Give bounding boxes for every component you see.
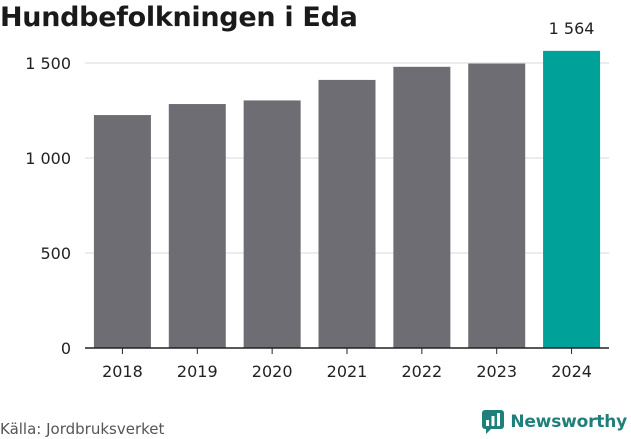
- x-axis-ticks: 2018 2019 2020 2021 2022 2023 2024: [102, 348, 592, 381]
- data-labels: 1 564: [549, 19, 595, 38]
- bar-2022: [393, 66, 451, 349]
- x-tick-label: 2021: [327, 362, 368, 381]
- x-tick-label: 2019: [177, 362, 218, 381]
- newsworthy-logo-icon: [482, 410, 505, 434]
- y-tick-label: 0: [61, 339, 71, 358]
- brand-name: Newsworthy: [510, 412, 627, 432]
- brand-logo: Newsworthy: [481, 409, 627, 435]
- bar-2021: [318, 79, 376, 348]
- y-tick-label: 1 000: [25, 149, 71, 168]
- x-tick-label: 2023: [476, 362, 517, 381]
- y-axis-ticks: 0 500 1 000 1 500: [25, 54, 71, 358]
- y-tick-label: 1 500: [25, 54, 71, 73]
- bar-2024: [543, 50, 601, 349]
- x-tick-label: 2024: [551, 362, 592, 381]
- bar-2020: [243, 100, 301, 349]
- x-tick-label: 2018: [102, 362, 143, 381]
- chart-title: Hundbefolkningen i Eda: [0, 2, 358, 33]
- bar-2019: [168, 104, 226, 348]
- bar-2023: [468, 63, 526, 348]
- bar-2018: [93, 115, 151, 348]
- source-note: Källa: Jordbruksverket: [0, 420, 165, 438]
- y-tick-label: 500: [40, 244, 71, 263]
- x-tick-label: 2020: [252, 362, 293, 381]
- bars: [93, 50, 601, 349]
- data-label: 1 564: [549, 19, 595, 38]
- x-tick-label: 2022: [401, 362, 442, 381]
